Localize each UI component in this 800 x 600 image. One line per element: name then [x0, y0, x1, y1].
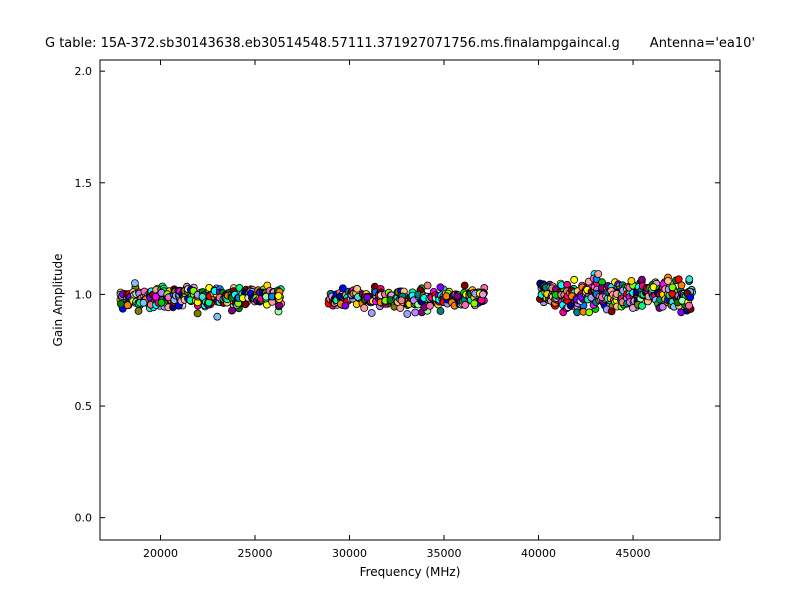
data-point: [607, 307, 616, 316]
data-point: [397, 296, 406, 305]
data-point: [360, 304, 369, 312]
data-point: [139, 298, 148, 307]
data-point: [227, 306, 236, 315]
data-point: [638, 275, 646, 284]
x-tick-label: 45000: [616, 547, 651, 560]
y-axis-label: Gain Amplitude: [51, 254, 65, 347]
data-point: [442, 292, 451, 301]
antenna-title-text: Antenna='ea10': [649, 36, 756, 51]
data-point: [403, 310, 412, 318]
data-point: [123, 301, 132, 310]
data-point: [566, 301, 575, 310]
data-point: [423, 281, 432, 290]
y-tick-label: 1.5: [75, 177, 93, 190]
data-point: [426, 301, 434, 310]
data-point: [638, 301, 646, 310]
data-point: [151, 292, 160, 301]
data-point: [275, 301, 283, 310]
data-point: [353, 284, 362, 293]
y-tick-label: 2.0: [75, 65, 93, 78]
data-point: [117, 299, 125, 308]
data-point: [453, 292, 462, 301]
y-tick-label: 1.0: [75, 288, 93, 301]
data-point: [686, 293, 695, 302]
data-point: [460, 281, 469, 290]
plot-title: G table: 15A-372.sb30143638.eb30514548.5…: [0, 36, 800, 51]
data-point: [130, 279, 139, 288]
data-point: [685, 275, 694, 284]
x-tick-label: 35000: [427, 547, 462, 560]
data-point: [685, 301, 693, 310]
data-point: [664, 277, 672, 285]
data-points: [116, 270, 696, 321]
data-point: [367, 309, 376, 317]
gtable-title-text: G table: 15A-372.sb30143638.eb30514548.5…: [44, 36, 620, 51]
x-tick-label: 40000: [521, 547, 556, 560]
data-point: [470, 299, 479, 308]
data-point: [213, 312, 222, 321]
data-point: [585, 308, 594, 317]
data-point: [570, 275, 579, 284]
x-tick-label: 30000: [332, 547, 367, 560]
data-point: [436, 283, 445, 292]
y-tick-label: 0.5: [75, 400, 93, 413]
x-axis-label: Frequency (MHz): [360, 565, 461, 579]
data-point: [627, 276, 636, 285]
data-point: [594, 270, 603, 278]
y-tick-label: 0.0: [75, 512, 93, 525]
x-tick-label: 20000: [143, 547, 178, 560]
data-point: [658, 302, 667, 311]
data-point: [461, 301, 470, 309]
data-point: [274, 292, 283, 300]
data-point: [411, 308, 420, 317]
x-tick-label: 25000: [238, 547, 273, 560]
data-point: [674, 275, 683, 284]
data-point: [668, 283, 677, 292]
data-point: [134, 307, 143, 315]
data-point: [338, 284, 347, 293]
data-point: [478, 290, 487, 299]
data-point: [193, 309, 202, 318]
data-point: [341, 301, 350, 310]
axes: 20000 25000 30000 35000 40000 45000 0.0 0.5 1.0 1…: [51, 59, 721, 579]
data-point: [436, 307, 445, 315]
